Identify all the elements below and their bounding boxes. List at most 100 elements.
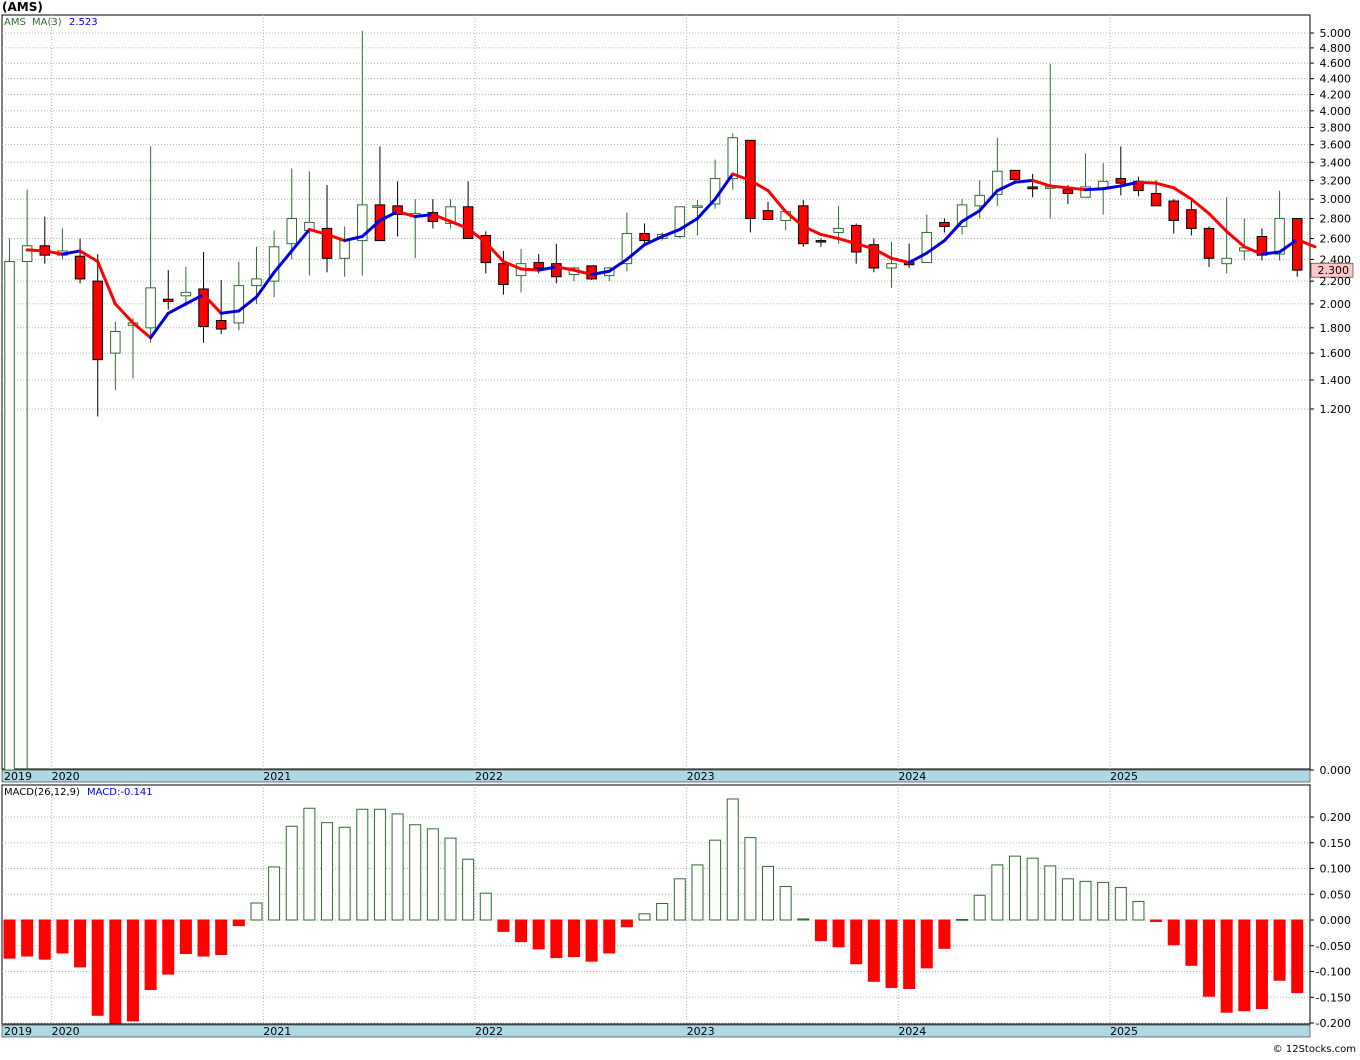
ma-segment [202,293,223,315]
ma-segment [43,249,64,256]
candle-body [286,217,297,245]
ma-segment [678,216,699,231]
candle-body [727,137,738,180]
macd-bar [1132,900,1145,921]
price-year-band [1,769,1311,783]
candle-body [374,204,386,242]
candle-body [956,204,968,227]
macd-bar [691,864,704,921]
price-tick-label: 3.000 [1320,193,1352,206]
price-tick-label: 2.200 [1320,275,1352,288]
ma-segment [360,218,382,239]
candle-body [1027,186,1038,190]
macd-bar [109,919,122,1024]
macd-bar [1255,919,1268,1010]
ma-segment [890,256,911,265]
macd-bar [832,919,845,948]
legend-ma-value: 2.523 [69,17,98,28]
candle [251,246,262,304]
candle-body [674,206,686,238]
ma-segment [713,172,735,201]
macd-tick-label: 0.050 [1320,888,1352,901]
ma-segment [695,197,717,220]
candle [110,321,121,390]
ma-segment [1136,180,1158,185]
macd-bar [321,822,334,921]
candle [198,251,209,343]
candle-body [180,291,192,297]
candle-body [339,240,350,259]
candle-body [1221,257,1232,265]
candle [1027,173,1038,198]
macd-bar [144,919,157,991]
candle-body [1080,186,1091,198]
price-tick-label: 1.600 [1320,347,1352,360]
candle [445,199,456,229]
candle [321,185,333,273]
macd-tick-label: -0.050 [1316,940,1351,953]
candle-body [1009,169,1021,180]
price-panel: 0.0001.2001.4001.6001.8002.0002.2002.400… [1,14,1354,783]
ma-segment [466,226,488,245]
macd-bar [74,919,87,968]
ma-segment [449,219,470,230]
candle-body [445,206,456,224]
macd-bar [356,808,369,921]
candle [639,223,650,244]
macd-bar [726,798,739,921]
candle [74,238,86,284]
ma-segment [1048,184,1070,190]
candle-body [692,205,703,208]
macd-bar [603,919,616,954]
macd-bar [215,919,228,956]
candle-body [850,224,862,253]
macd-bar [373,808,386,921]
ma-segment [537,265,558,272]
candle-body [215,319,227,330]
ma-segment [378,210,400,222]
macd-tick-label: 0.150 [1320,837,1352,850]
macd-year-label: 2022 [475,1025,503,1038]
candle-body [921,231,933,264]
candle-body [74,255,86,280]
macd-bar [1061,878,1074,921]
ma-segment [325,232,347,243]
price-tick-label: 4.800 [1320,42,1352,55]
macd-panel: 0.200 0.150 0.100 0.050 0.000 -0.050 -0.100 -0.… [1,784,1352,1038]
ma-segment [1189,197,1211,216]
price-tick-label: 3.800 [1320,121,1352,134]
ma-segment [625,243,647,261]
macd-bar [515,919,528,943]
price-tick-label: 0.000 [1320,764,1352,777]
ma-segment [1260,250,1282,256]
ma-segment [766,189,788,214]
macd-bar [232,919,245,927]
macd-bar [1008,855,1021,921]
price-year-label: 2023 [687,770,715,783]
candle-body [357,204,368,242]
macd-tick-label: -0.200 [1316,1017,1351,1030]
macd-bar [391,813,404,921]
ma-segment [149,311,170,340]
ma-segment [1119,180,1140,188]
candle [727,133,738,190]
candle-body [110,331,121,354]
ma-segment [1013,178,1035,184]
candle-body [92,280,103,361]
ma-segment [801,224,823,236]
ma-segment [237,295,258,313]
candle [868,238,880,273]
candle-body [762,210,774,220]
macd-bar [1238,919,1251,1012]
chart-title: (AMS) [2,0,43,14]
macd-year-label: 2023 [687,1025,715,1038]
macd-bar [409,824,422,921]
price-year-label: 2025 [1110,770,1138,783]
ma-segment [942,219,964,243]
credit-text: © 12Stocks.com [1273,1044,1356,1055]
price-tick-label: 1.800 [1320,322,1352,335]
last-price-box [1310,262,1354,278]
ma-segment [925,239,946,255]
ma-segment [1154,181,1176,190]
ma-segment [60,249,82,256]
